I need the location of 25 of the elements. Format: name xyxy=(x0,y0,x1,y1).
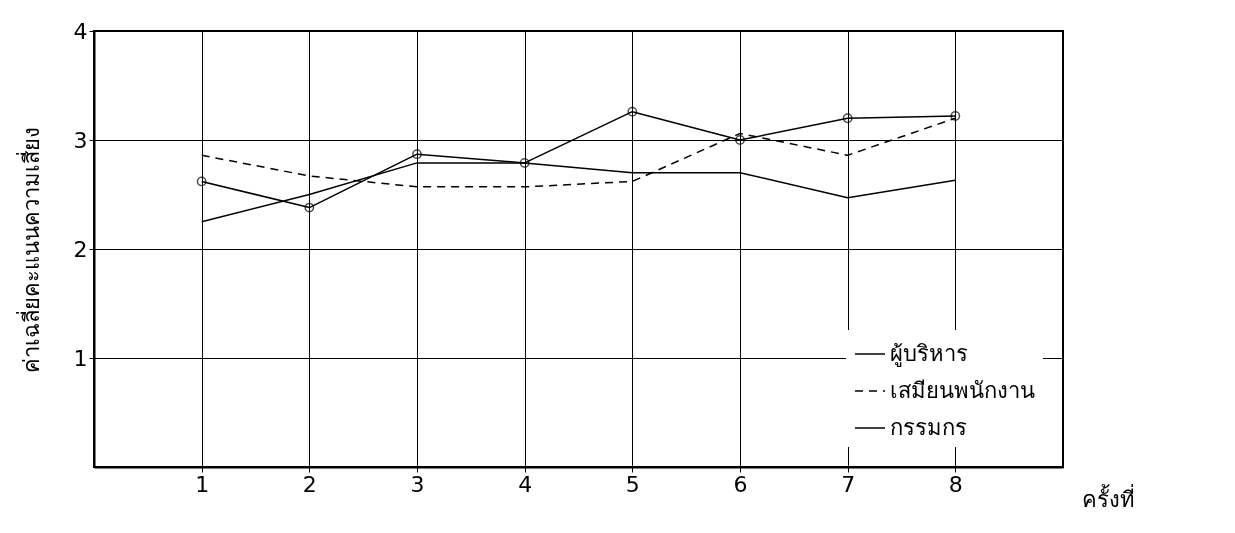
point xyxy=(842,113,853,124)
x-tick-label: 4 xyxy=(518,471,533,497)
x-tick-label: 1 xyxy=(195,471,210,497)
y-tick-label: 3 xyxy=(73,127,88,153)
y-tick-label: 4 xyxy=(73,18,88,44)
point xyxy=(519,157,530,168)
point xyxy=(950,111,961,121)
x-axis-title: ครั้งที่ xyxy=(1082,483,1135,512)
y-tick-label: 1 xyxy=(73,345,88,371)
point xyxy=(412,149,422,160)
y-axis-title: ค่าเฉลี่ยคะแนนความเสี่ยง xyxy=(15,126,44,373)
x-tick-label: 5 xyxy=(625,471,640,497)
x-tick-label: 8 xyxy=(948,471,963,497)
point xyxy=(735,135,745,145)
legend-label: เสมียนพนักงาน xyxy=(890,378,1035,403)
legend-label: กรรมกร xyxy=(890,415,967,440)
point xyxy=(304,202,315,213)
y-tick-label: 2 xyxy=(73,236,88,262)
x-tick-label: 7 xyxy=(841,471,856,497)
x-tick-label: 2 xyxy=(302,471,317,497)
point xyxy=(627,106,638,117)
x-tick-label: 6 xyxy=(733,471,748,497)
legend-label: ผู้บริหาร xyxy=(890,341,968,367)
point xyxy=(196,176,207,187)
x-tick-label: 3 xyxy=(410,471,425,497)
